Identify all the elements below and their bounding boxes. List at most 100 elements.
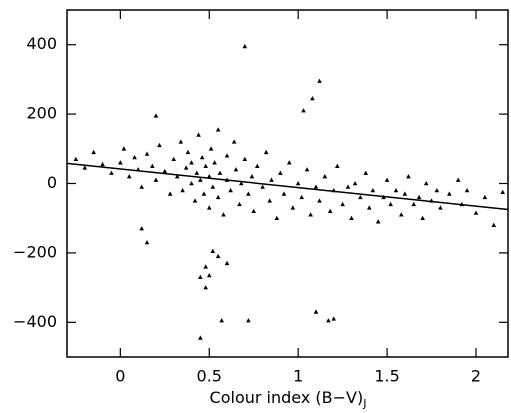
point [139,226,144,231]
point [299,194,305,200]
plot-frame [66,9,509,358]
point [326,318,331,323]
point [267,198,273,203]
point [203,264,209,269]
point [242,156,248,162]
point [233,167,239,172]
point [180,187,185,193]
point [301,108,306,113]
point [219,318,225,323]
point [327,208,333,214]
point [363,170,369,175]
point [251,208,257,214]
point [198,177,203,182]
point [366,205,372,210]
y-tick-label: −200 [13,242,57,261]
point [167,191,173,196]
point [150,163,155,168]
point [91,149,96,155]
point [340,201,345,207]
point [192,198,198,203]
point [295,181,301,186]
point [317,198,322,203]
point [482,194,488,200]
point [144,151,150,156]
point [185,149,191,155]
point [198,335,203,340]
point [215,194,221,200]
point [231,139,237,144]
point [126,174,132,179]
point [157,142,162,148]
fit-line [66,162,509,211]
point [183,165,189,170]
point [118,160,123,165]
point [189,160,194,165]
point [438,205,443,210]
x-tick-label: 1.5 [374,367,399,386]
point [215,253,221,259]
x-tick-label: 1 [293,367,303,386]
point [416,194,422,200]
point [73,156,79,162]
point [153,177,159,182]
point [447,191,452,196]
point [304,167,310,172]
point [174,174,180,179]
x-axis-label-main: Colour index (B−V) [210,388,364,407]
point [224,153,230,158]
point [473,210,479,215]
point [406,174,411,179]
point [464,187,470,193]
point [144,239,150,245]
point [224,260,230,266]
point [313,309,319,314]
x-tick-label: 0 [115,367,125,386]
point [196,132,201,137]
point [500,189,505,194]
point [384,177,390,182]
point [263,149,269,155]
point [491,222,497,227]
point [153,113,159,118]
x-tick-label: 2 [471,367,481,386]
x-axis-label: Colour index (B−V)J [210,388,367,411]
point [331,316,337,321]
point [249,174,255,179]
y-tick-label: 0 [47,173,57,192]
point [281,191,287,196]
point [109,170,114,175]
point [206,205,212,210]
point [199,154,205,160]
point [349,215,354,220]
point [278,170,283,175]
y-tick-label: −400 [13,312,57,331]
point [352,181,358,186]
point [198,274,203,279]
point [189,181,194,186]
point [246,318,251,323]
point [132,154,137,160]
point [411,201,417,207]
point [358,194,363,200]
point [317,78,322,83]
point [208,146,214,151]
point [290,205,296,210]
point [178,139,184,144]
point [269,177,274,182]
point [455,177,461,182]
point [393,187,399,193]
point [215,127,221,132]
point [237,201,242,207]
point [162,168,168,174]
y-tick-label: 400 [26,34,57,53]
point [313,184,319,189]
point [203,163,209,168]
point [210,184,216,189]
point [308,212,313,217]
point [206,174,212,179]
point [212,160,217,165]
point [171,156,176,162]
point [388,201,393,207]
